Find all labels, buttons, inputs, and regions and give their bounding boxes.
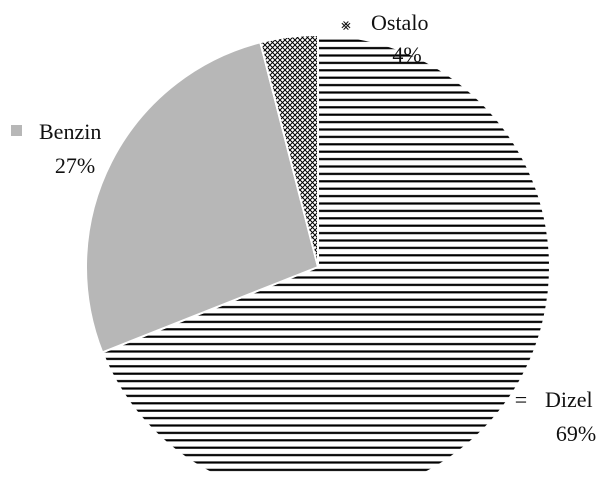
slice-percent-benzin: 27%: [55, 153, 95, 178]
slice-percent-dizel: 69%: [556, 421, 596, 446]
slice-label-benzin: Benzin 27%: [11, 119, 101, 178]
slice-name-benzin: Benzin: [39, 119, 101, 144]
slice-name-dizel: Dizel: [545, 387, 593, 412]
legend-marker-dizel: =: [515, 387, 527, 412]
slice-name-ostalo: Ostalo: [371, 10, 428, 35]
legend-swatch-benzin: [11, 125, 22, 136]
slices-layer: [85, 33, 551, 478]
pie-slice-benzin: [85, 41, 320, 354]
labels-layer: = Dizel 69% Benzin 27% ⨳ Ostalo 4%: [11, 10, 596, 446]
pie-slice-dizel: [100, 33, 551, 478]
slice-label-dizel: = Dizel 69%: [515, 387, 596, 446]
slice-percent-ostalo: 4%: [392, 42, 421, 67]
pie-slice-ostalo: [259, 33, 319, 268]
legend-marker-ostalo: ⨳: [341, 17, 351, 34]
slice-label-ostalo: ⨳ Ostalo 4%: [341, 10, 428, 67]
